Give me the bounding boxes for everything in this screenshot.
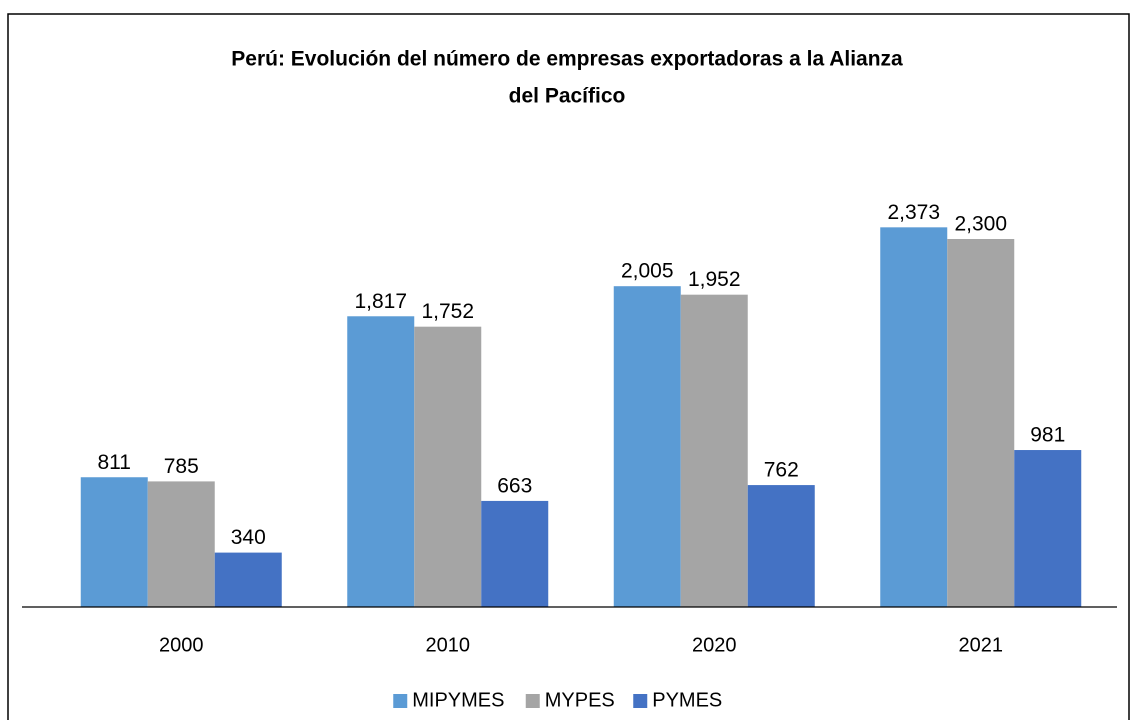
legend-swatch bbox=[393, 694, 408, 708]
bar bbox=[80, 477, 148, 607]
x-tick-label: 2020 bbox=[692, 634, 737, 656]
bar bbox=[947, 239, 1015, 607]
bar bbox=[414, 326, 482, 607]
legend-swatch bbox=[525, 694, 540, 708]
chart-title: Perú: Evolución del número de empresas e… bbox=[231, 48, 903, 71]
bar bbox=[880, 227, 948, 607]
bar bbox=[680, 294, 748, 607]
data-label: 2,373 bbox=[887, 201, 940, 224]
data-label: 1,752 bbox=[421, 300, 474, 323]
bar bbox=[481, 500, 549, 607]
chart-title: del Pacífico bbox=[509, 85, 626, 108]
data-label: 2,005 bbox=[621, 260, 674, 283]
data-label: 663 bbox=[497, 474, 532, 497]
data-label: 811 bbox=[98, 451, 131, 474]
bar bbox=[147, 481, 215, 607]
x-tick-label: 2010 bbox=[426, 634, 471, 656]
x-tick-label: 2000 bbox=[159, 634, 204, 656]
data-label: 785 bbox=[164, 455, 199, 478]
legend-swatch bbox=[633, 694, 648, 708]
data-label: 762 bbox=[764, 459, 799, 482]
bar bbox=[347, 316, 415, 607]
x-tick-label: 2021 bbox=[959, 634, 1004, 656]
data-label: 981 bbox=[1030, 424, 1065, 447]
bar bbox=[613, 286, 681, 607]
data-label: 1,817 bbox=[354, 290, 407, 313]
data-label: 340 bbox=[231, 526, 266, 549]
data-label: 1,952 bbox=[688, 268, 741, 291]
legend-label: MIPYMES bbox=[412, 689, 504, 711]
legend-label: PYMES bbox=[652, 689, 722, 711]
bar bbox=[214, 552, 282, 607]
legend-label: MYPES bbox=[545, 689, 615, 711]
bar bbox=[1014, 450, 1082, 607]
bar bbox=[747, 485, 815, 607]
data-label: 2,300 bbox=[954, 213, 1007, 236]
